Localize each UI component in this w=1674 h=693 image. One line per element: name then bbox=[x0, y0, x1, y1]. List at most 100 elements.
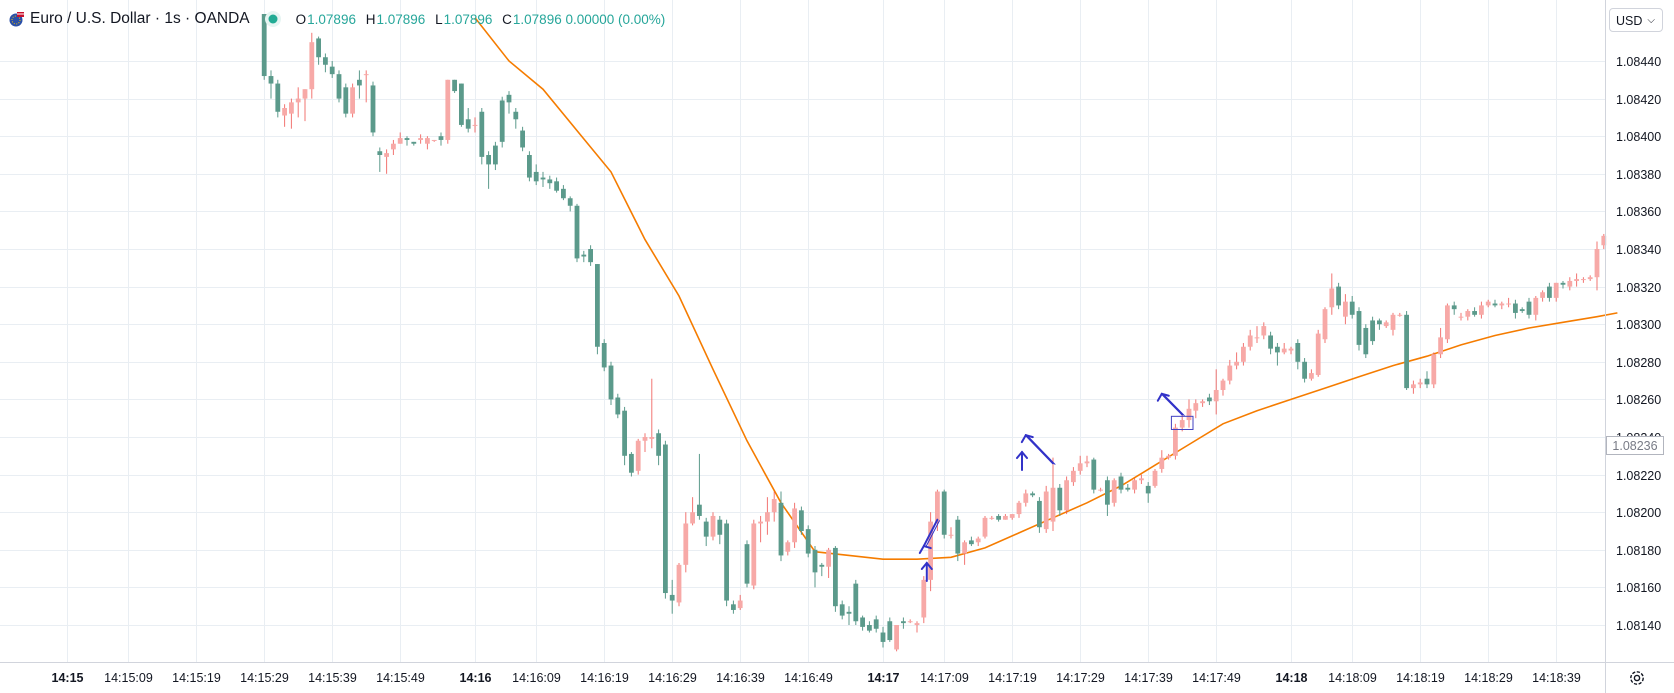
annotation-line[interactable] bbox=[922, 518, 939, 548]
price-axis[interactable]: 1.08440 1.08420 1.08400 1.08380 1.08360 1.083… bbox=[1616, 55, 1661, 633]
ohlc-open-key: O bbox=[295, 11, 307, 27]
time-axis[interactable]: 14:15 14:15:09 14:15:19 14:15:29 14:15:39 14:… bbox=[52, 671, 1581, 685]
candle bbox=[608, 361, 614, 406]
candle-body bbox=[547, 179, 553, 184]
ohlc-close-value: 1.07896 0.00000 (0.00%) bbox=[512, 11, 666, 27]
candle-body bbox=[996, 515, 1001, 520]
candle bbox=[887, 617, 893, 642]
candle bbox=[1547, 282, 1552, 302]
gear-icon[interactable] bbox=[1627, 668, 1647, 688]
candle-body bbox=[1173, 427, 1178, 456]
candle-body bbox=[1288, 348, 1294, 351]
candle-body bbox=[962, 542, 967, 554]
candle bbox=[751, 519, 757, 590]
candle-body bbox=[1322, 309, 1328, 340]
candle bbox=[397, 132, 403, 144]
candle-body bbox=[1295, 343, 1301, 362]
candle bbox=[1213, 369, 1219, 415]
candle-body bbox=[1472, 311, 1477, 315]
time-tick-label: 14:16:29 bbox=[648, 671, 697, 685]
candle-body bbox=[1424, 378, 1430, 385]
candle-body bbox=[295, 98, 301, 103]
candle bbox=[833, 546, 838, 612]
candle bbox=[962, 540, 967, 565]
candle bbox=[1581, 277, 1586, 283]
candle-body bbox=[1397, 314, 1403, 316]
candle bbox=[513, 108, 519, 129]
annotation-arrowhead bbox=[1016, 450, 1028, 460]
candle-body bbox=[710, 515, 716, 537]
candle bbox=[1220, 378, 1226, 396]
candle-body bbox=[554, 181, 559, 191]
currency-button[interactable]: USD ⌵ bbox=[1609, 8, 1663, 32]
candle-body bbox=[1417, 382, 1423, 385]
candle-body bbox=[1220, 380, 1226, 390]
candle-body bbox=[1234, 361, 1239, 366]
candle-body bbox=[744, 544, 750, 584]
candle-body bbox=[758, 521, 763, 524]
candle-body bbox=[669, 594, 675, 601]
candle-body bbox=[826, 549, 831, 567]
candle-body bbox=[377, 151, 383, 155]
price-tick-label: 1.08400 bbox=[1616, 130, 1661, 144]
candle bbox=[765, 497, 770, 535]
price-tick-label: 1.08140 bbox=[1616, 619, 1661, 633]
candle bbox=[1438, 327, 1443, 359]
candle bbox=[901, 617, 906, 629]
candle bbox=[1553, 282, 1559, 302]
annotation-rectangle[interactable] bbox=[1170, 415, 1194, 430]
candle bbox=[1023, 489, 1029, 507]
candle-body bbox=[499, 100, 505, 142]
time-tick-label: 14:15:39 bbox=[308, 671, 357, 685]
annotation-line-shadow bbox=[1163, 394, 1185, 416]
time-tick-label: 14:16:39 bbox=[716, 671, 765, 685]
candle bbox=[561, 185, 566, 201]
candle bbox=[1050, 457, 1056, 531]
candle bbox=[914, 621, 920, 633]
candle bbox=[1098, 487, 1103, 492]
candle-body bbox=[873, 619, 879, 629]
time-tick-label: 14:15:49 bbox=[376, 671, 425, 685]
candle bbox=[1513, 299, 1518, 319]
candle-body bbox=[1519, 309, 1525, 312]
time-tick-label: 14:17:29 bbox=[1056, 671, 1105, 685]
candle-body bbox=[1207, 397, 1212, 402]
candle-body bbox=[459, 83, 464, 125]
candle-body bbox=[343, 87, 349, 114]
candle bbox=[1281, 343, 1287, 355]
drawing-annotations[interactable] bbox=[918, 392, 1194, 582]
market-status-icon[interactable] bbox=[264, 10, 282, 28]
candle-body bbox=[411, 141, 417, 144]
candle-body bbox=[608, 365, 614, 400]
candle-body bbox=[1084, 461, 1090, 464]
annotation-arrowhead bbox=[920, 561, 933, 570]
candle-body bbox=[921, 579, 927, 618]
candle bbox=[907, 619, 913, 624]
time-tick-label: 14:15 bbox=[52, 671, 84, 685]
candle bbox=[737, 594, 743, 610]
candle bbox=[493, 141, 498, 171]
candle-body bbox=[935, 491, 940, 522]
candle-body bbox=[1594, 249, 1600, 278]
candle bbox=[1479, 301, 1484, 319]
candle bbox=[1111, 478, 1117, 507]
candle-body bbox=[275, 83, 281, 112]
candle-body bbox=[1275, 346, 1280, 353]
symbol-title[interactable]: Euro / U.S. Dollar · 1s · OANDA bbox=[30, 10, 250, 27]
candle bbox=[1166, 453, 1171, 460]
candle-body bbox=[425, 138, 430, 144]
candle-body bbox=[771, 499, 777, 513]
candle bbox=[431, 139, 437, 142]
candle bbox=[472, 117, 478, 133]
annotation-line[interactable] bbox=[1024, 434, 1054, 465]
annotation-line[interactable] bbox=[1160, 392, 1184, 416]
candle bbox=[805, 525, 811, 558]
candle-body bbox=[1465, 311, 1471, 317]
candle-body bbox=[1009, 514, 1015, 518]
candle-body bbox=[1159, 457, 1165, 469]
candle bbox=[860, 615, 865, 631]
candle bbox=[1404, 311, 1409, 390]
candle-body bbox=[1071, 470, 1076, 483]
candle-body bbox=[622, 410, 627, 456]
